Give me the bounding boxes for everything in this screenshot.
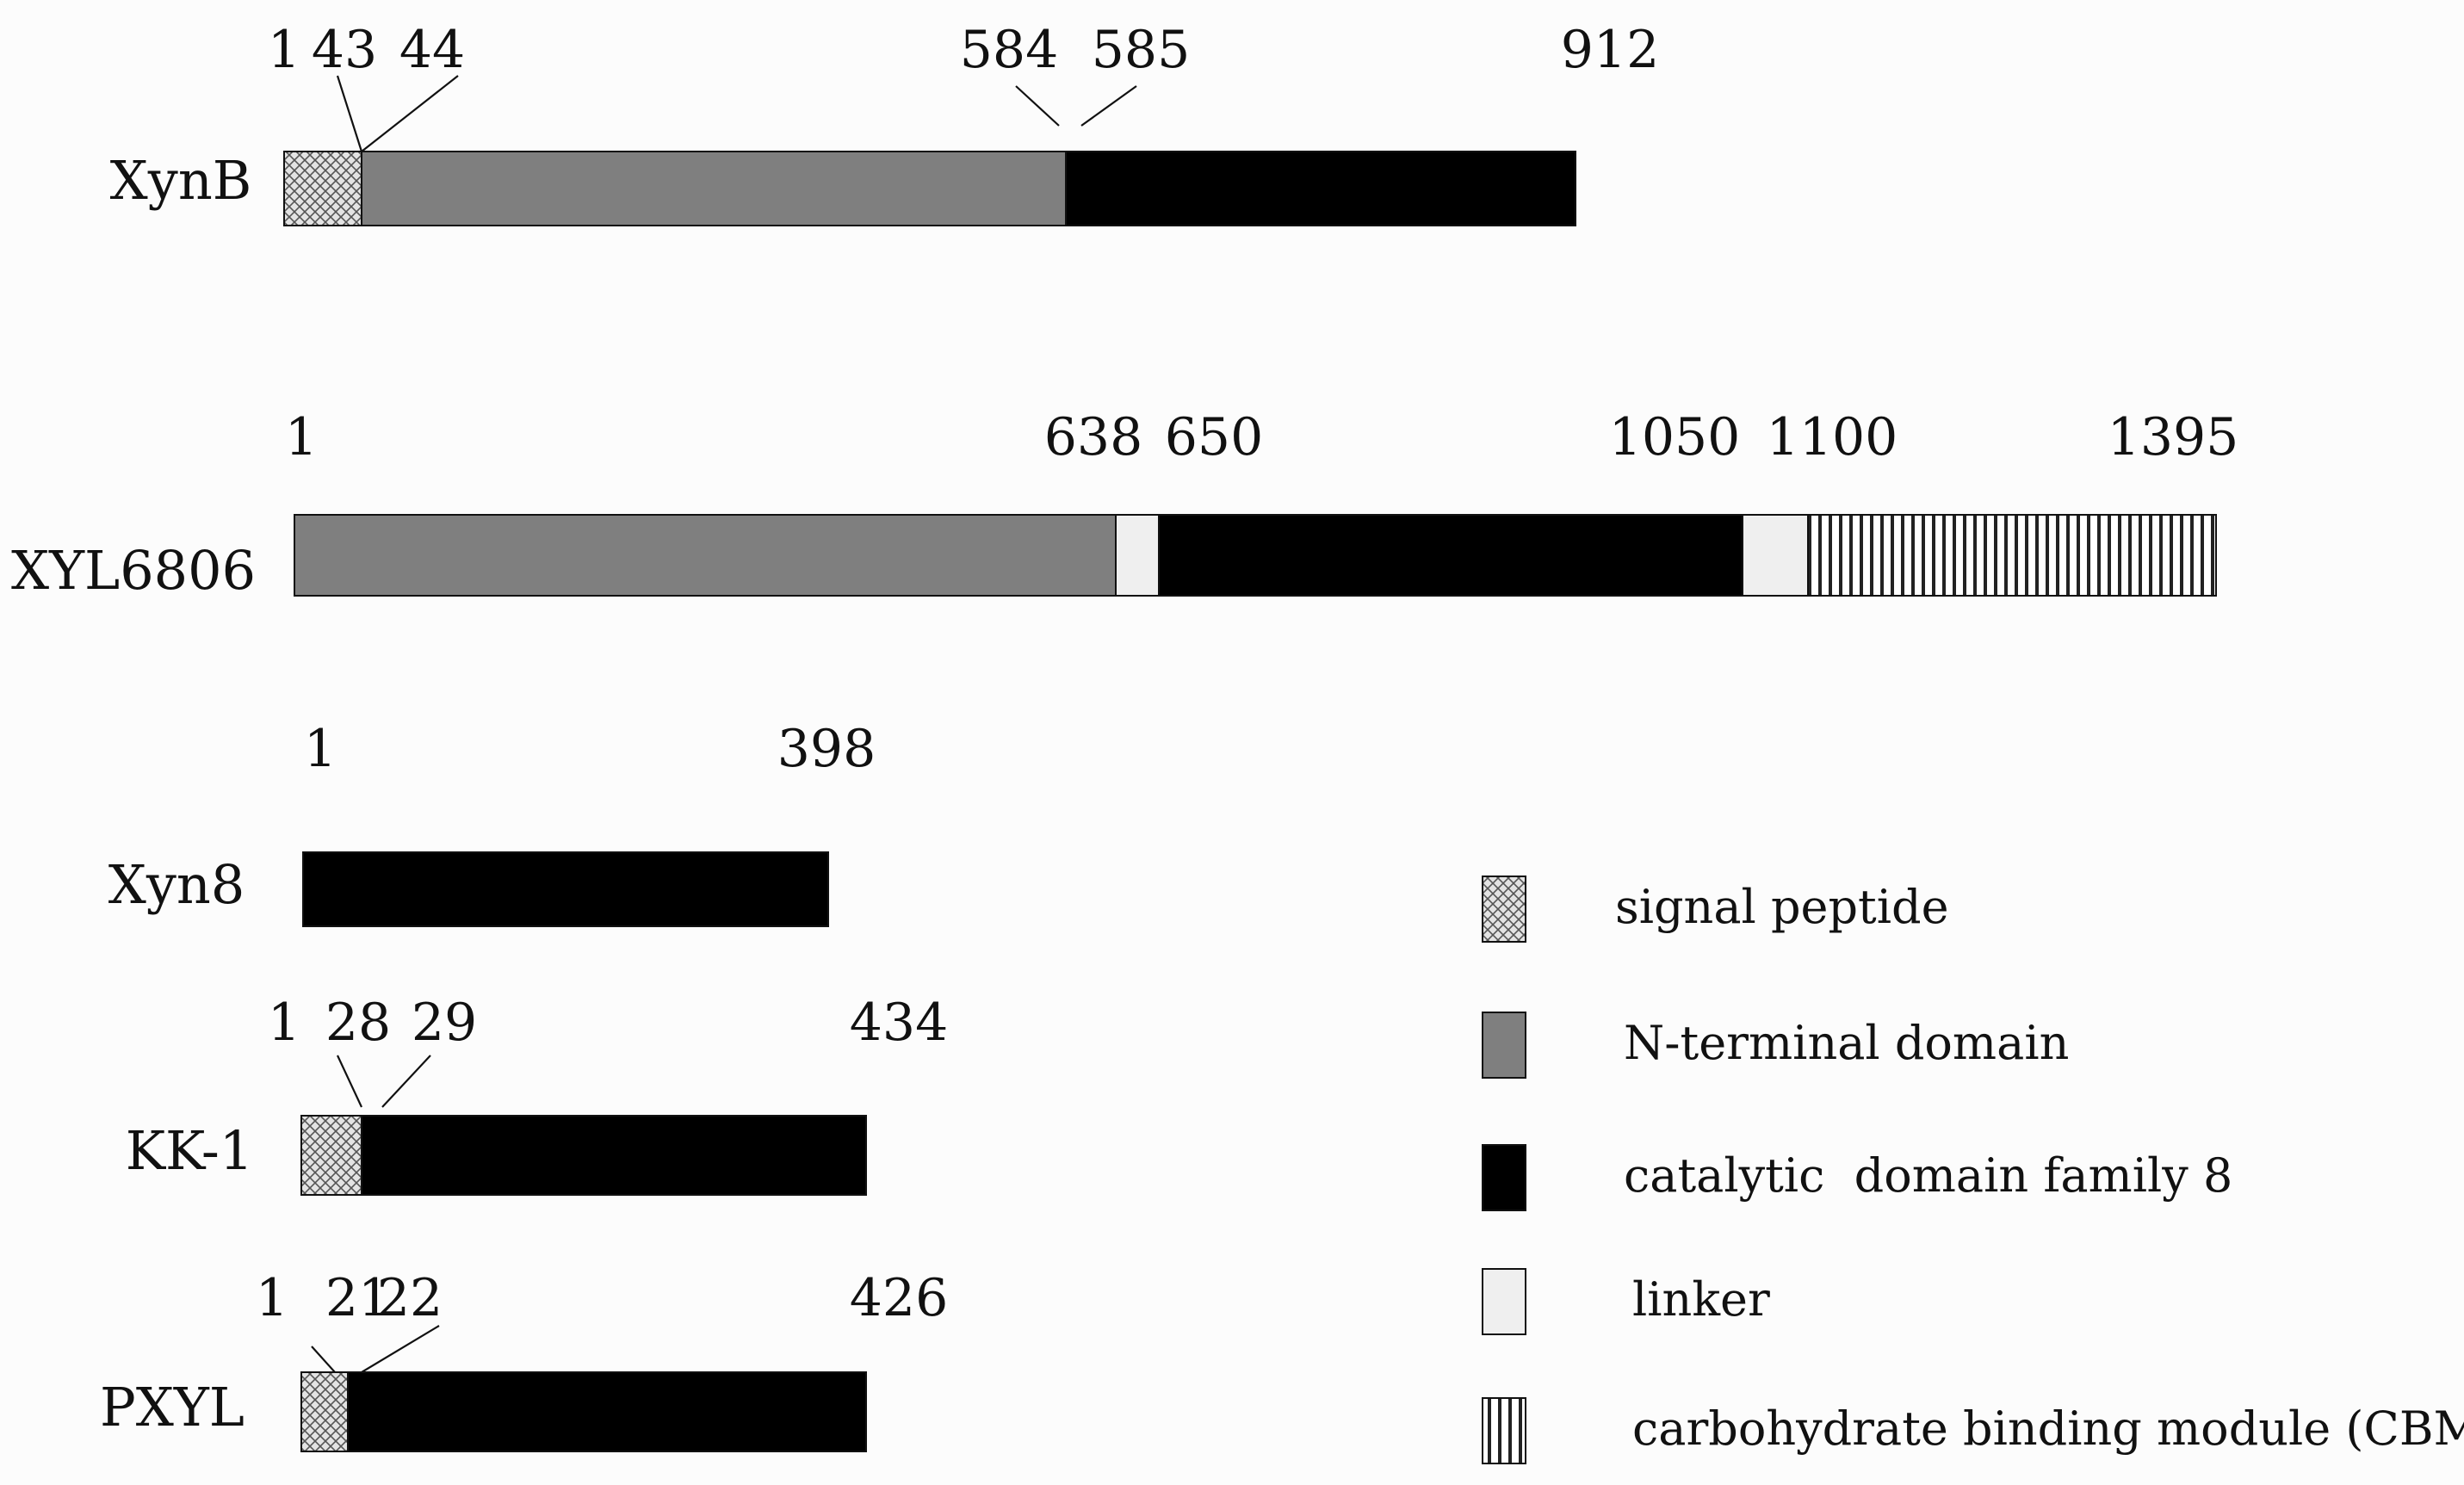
- connector-line: [336, 75, 363, 152]
- protein-name: PXYL: [100, 1376, 245, 1439]
- residue-position-label: 43: [312, 20, 377, 80]
- protein-name: Xyn8: [108, 853, 245, 916]
- residue-position-label: 29: [412, 993, 477, 1053]
- residue-position-label: 434: [850, 993, 949, 1053]
- connector-line: [1080, 85, 1137, 127]
- segment-signal-peptide: [283, 151, 362, 226]
- legend-item: catalytic domain family 8: [1482, 1144, 2232, 1211]
- residue-position-label: 585: [1092, 20, 1191, 80]
- segment-signal-peptide: [300, 1115, 362, 1196]
- residue-position-label: 44: [399, 20, 465, 80]
- legend-label: carbohydrate binding module (CBM): [1632, 1401, 2464, 1456]
- legend-swatch-n-terminal: [1482, 1012, 1526, 1079]
- residue-position-label: 28: [325, 993, 391, 1053]
- residue-position-label: 398: [777, 719, 876, 779]
- connector-line: [337, 1055, 362, 1108]
- residue-position-label: 912: [1561, 20, 1660, 80]
- legend-item: signal peptide: [1482, 876, 1949, 943]
- segment-catalytic: [1065, 151, 1576, 226]
- segment-linker: [1115, 514, 1160, 597]
- segment-catalytic: [1158, 514, 1743, 597]
- segment-linker: [1742, 514, 1809, 597]
- residue-position-label: 650: [1165, 407, 1264, 467]
- segment-cbm: [1807, 514, 2217, 597]
- legend-label: signal peptide: [1615, 880, 1949, 934]
- legend-label: N-terminal domain: [1624, 1016, 2069, 1070]
- residue-position-label: 426: [850, 1268, 949, 1328]
- legend-swatch-signal-peptide: [1482, 876, 1526, 943]
- legend-label: catalytic domain family 8: [1624, 1148, 2232, 1203]
- protein-name: KK-1: [126, 1119, 254, 1182]
- residue-position-label: 1: [256, 1268, 288, 1328]
- connector-line: [361, 75, 459, 152]
- residue-position-label: 638: [1044, 407, 1143, 467]
- position-connector-lines: [311, 75, 1137, 1383]
- residue-position-label: 1: [268, 993, 300, 1053]
- legend-swatch-catalytic: [1482, 1144, 1526, 1211]
- protein-row: XynB 1 43 44 584 585 912: [110, 20, 1660, 226]
- residue-position-label: 1: [285, 407, 318, 467]
- legend-item: N-terminal domain: [1482, 1012, 2069, 1079]
- legend-item: carbohydrate binding module (CBM): [1482, 1397, 2464, 1464]
- protein-row: XYL6806 1 638 650 1050 1100 1395: [11, 407, 2238, 602]
- segment-catalytic: [361, 1115, 867, 1196]
- residue-position-label: 1395: [2108, 407, 2239, 467]
- residue-position-label: 1050: [1609, 407, 1741, 467]
- legend-label: linker: [1632, 1272, 1770, 1327]
- residue-position-label: 1: [268, 20, 300, 80]
- legend-swatch-linker: [1482, 1268, 1526, 1335]
- segment-signal-peptide: [300, 1371, 349, 1452]
- protein-name: XYL6806: [11, 539, 256, 602]
- connector-line: [381, 1055, 431, 1108]
- residue-position-label: 1100: [1767, 407, 1898, 467]
- residue-position-label: 21: [325, 1268, 391, 1328]
- residue-position-label: 1: [304, 719, 337, 779]
- segment-catalytic: [302, 851, 829, 927]
- protein-row: KK-1 1 28 29 434: [126, 993, 949, 1196]
- segment-catalytic: [347, 1371, 867, 1452]
- legend-item: linker: [1482, 1268, 1770, 1335]
- protein-row: Xyn8 1 398: [108, 719, 876, 927]
- residue-position-label: 22: [377, 1268, 443, 1328]
- residue-position-label: 584: [960, 20, 1059, 80]
- legend-swatch-cbm: [1482, 1397, 1526, 1464]
- segment-n-terminal: [361, 151, 1067, 226]
- legend: signal peptide N-terminal domain catalytic…: [1482, 876, 2464, 1464]
- protein-name: XynB: [110, 149, 252, 212]
- segment-n-terminal: [294, 514, 1117, 597]
- connector-line: [1015, 85, 1060, 127]
